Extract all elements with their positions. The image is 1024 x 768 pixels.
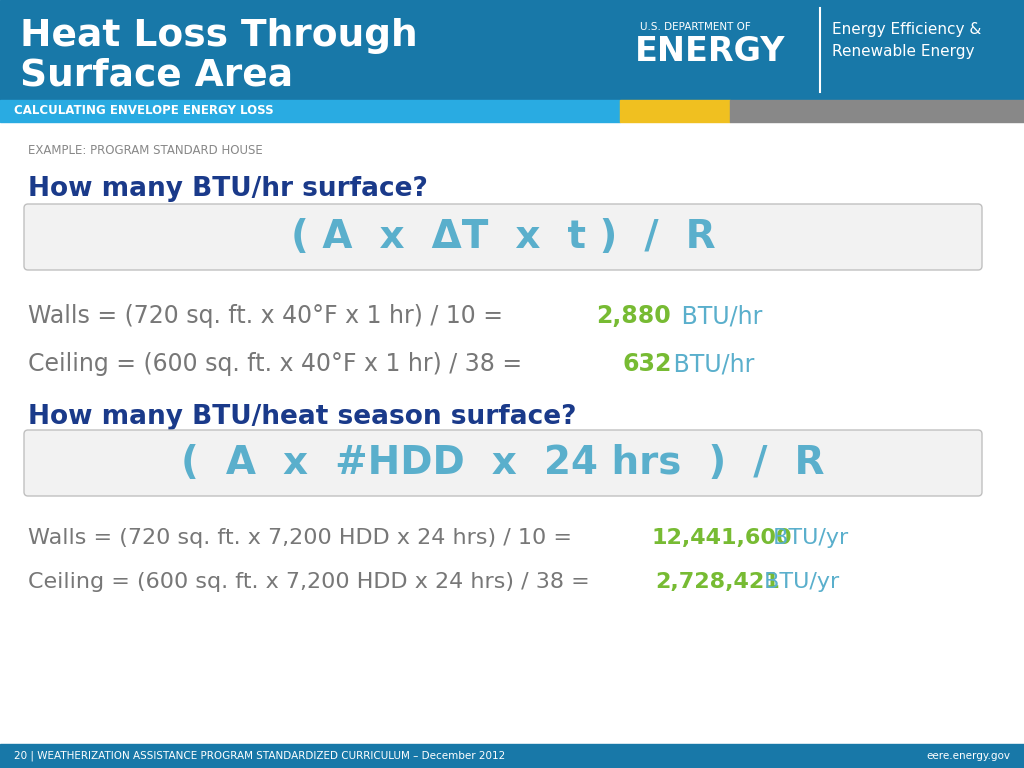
Text: BTU/hr: BTU/hr (666, 352, 755, 376)
Text: eere.energy.gov: eere.energy.gov (926, 751, 1010, 761)
Text: CALCULATING ENVELOPE ENERGY LOSS: CALCULATING ENVELOPE ENERGY LOSS (14, 104, 273, 118)
Text: BTU/yr: BTU/yr (757, 572, 840, 592)
Text: Walls = (720 sq. ft. x 7,200 HDD x 24 hrs) / 10 =: Walls = (720 sq. ft. x 7,200 HDD x 24 hr… (28, 528, 572, 548)
Text: BTU/yr: BTU/yr (766, 528, 848, 548)
Bar (730, 100, 1024, 122)
Text: Walls = (720 sq. ft. x 40°F x 1 hr) / 10 =: Walls = (720 sq. ft. x 40°F x 1 hr) / 10… (28, 304, 503, 328)
Text: Surface Area: Surface Area (20, 58, 293, 94)
Text: BTU/hr: BTU/hr (674, 304, 763, 328)
Text: 2,880: 2,880 (596, 304, 671, 328)
Bar (0, 0, 1024, 100)
Text: ( A  x  ΔT  x  t )  /  R: ( A x ΔT x t ) / R (291, 218, 716, 256)
Text: 632: 632 (622, 352, 672, 376)
Text: U.S. DEPARTMENT OF: U.S. DEPARTMENT OF (640, 22, 751, 32)
Text: 20 | WEATHERIZATION ASSISTANCE PROGRAM STANDARDIZED CURRICULUM – December 2012: 20 | WEATHERIZATION ASSISTANCE PROGRAM S… (14, 751, 505, 761)
Bar (0, 744, 1024, 768)
Text: Heat Loss Through: Heat Loss Through (20, 18, 418, 54)
Text: 12,441,600: 12,441,600 (652, 528, 793, 548)
Bar (0, 100, 620, 122)
FancyBboxPatch shape (24, 430, 982, 496)
Text: EXAMPLE: PROGRAM STANDARD HOUSE: EXAMPLE: PROGRAM STANDARD HOUSE (28, 144, 263, 157)
Text: How many BTU/heat season surface?: How many BTU/heat season surface? (28, 404, 577, 430)
Text: Ceiling = (600 sq. ft. x 40°F x 1 hr) / 38 =: Ceiling = (600 sq. ft. x 40°F x 1 hr) / … (28, 352, 529, 376)
Text: Energy Efficiency &
Renewable Energy: Energy Efficiency & Renewable Energy (831, 22, 981, 59)
Text: How many BTU/hr surface?: How many BTU/hr surface? (28, 176, 428, 202)
FancyBboxPatch shape (24, 204, 982, 270)
Text: Ceiling = (600 sq. ft. x 7,200 HDD x 24 hrs) / 38 =: Ceiling = (600 sq. ft. x 7,200 HDD x 24 … (28, 572, 590, 592)
Bar (620, 100, 730, 122)
Text: ENERGY: ENERGY (635, 35, 785, 68)
Text: 2,728,421: 2,728,421 (655, 572, 779, 592)
Text: (  A  x  #HDD  x  24 hrs  )  /  R: ( A x #HDD x 24 hrs ) / R (181, 444, 824, 482)
